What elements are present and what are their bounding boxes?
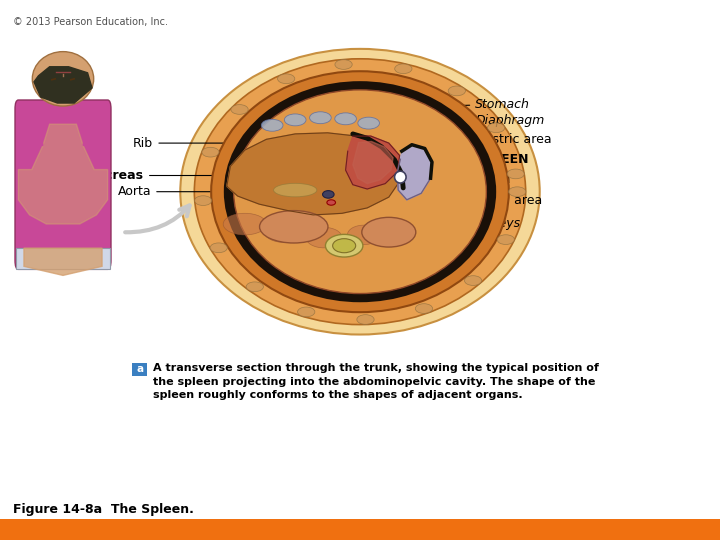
Ellipse shape	[325, 234, 363, 257]
FancyBboxPatch shape	[15, 100, 111, 269]
Ellipse shape	[362, 217, 416, 247]
Text: Liver: Liver	[220, 153, 274, 166]
Ellipse shape	[357, 315, 374, 325]
Text: © 2013 Pearson Education, Inc.: © 2013 Pearson Education, Inc.	[13, 17, 168, 26]
FancyArrowPatch shape	[125, 205, 189, 232]
Ellipse shape	[507, 169, 524, 179]
Ellipse shape	[395, 64, 412, 73]
Ellipse shape	[348, 225, 380, 245]
Ellipse shape	[487, 123, 505, 133]
Polygon shape	[83, 112, 102, 145]
Ellipse shape	[297, 307, 315, 317]
Text: Spleen: Spleen	[37, 242, 85, 255]
Ellipse shape	[261, 119, 283, 131]
Ellipse shape	[211, 71, 509, 312]
Ellipse shape	[233, 90, 487, 294]
FancyBboxPatch shape	[16, 248, 110, 269]
Ellipse shape	[335, 113, 356, 125]
Ellipse shape	[323, 191, 334, 198]
Text: SPLEEN: SPLEEN	[435, 153, 528, 167]
Ellipse shape	[277, 74, 294, 84]
Text: Stomach: Stomach	[381, 98, 530, 111]
Text: Renal area: Renal area	[402, 194, 542, 213]
Ellipse shape	[32, 52, 94, 106]
Ellipse shape	[194, 196, 212, 206]
Ellipse shape	[333, 239, 356, 253]
Ellipse shape	[306, 227, 342, 248]
Ellipse shape	[223, 213, 266, 235]
Ellipse shape	[508, 187, 526, 197]
Ellipse shape	[202, 147, 219, 157]
Ellipse shape	[327, 200, 336, 205]
Ellipse shape	[464, 276, 482, 286]
Ellipse shape	[335, 59, 352, 69]
Ellipse shape	[310, 112, 331, 124]
Text: Hilum: Hilum	[417, 173, 512, 186]
Ellipse shape	[358, 117, 379, 129]
Ellipse shape	[259, 211, 328, 243]
Text: Gastric area: Gastric area	[420, 133, 552, 149]
Text: Aorta: Aorta	[117, 185, 289, 198]
FancyBboxPatch shape	[48, 85, 78, 112]
Text: Rib: Rib	[133, 137, 231, 150]
Ellipse shape	[448, 86, 465, 96]
Polygon shape	[24, 112, 43, 145]
Ellipse shape	[224, 81, 496, 302]
Polygon shape	[24, 248, 102, 275]
Ellipse shape	[231, 105, 248, 114]
Ellipse shape	[194, 59, 526, 325]
Polygon shape	[227, 133, 402, 215]
Ellipse shape	[180, 49, 540, 334]
Text: Kidneys: Kidneys	[377, 217, 521, 237]
Text: Diaphragm: Diaphragm	[388, 114, 544, 127]
Polygon shape	[19, 124, 108, 224]
Ellipse shape	[265, 222, 305, 242]
Text: Figure 14-8a  The Spleen.: Figure 14-8a The Spleen.	[13, 503, 194, 516]
Bar	[0, 519, 720, 540]
Polygon shape	[346, 136, 400, 189]
Ellipse shape	[274, 183, 317, 197]
Polygon shape	[353, 141, 393, 184]
Text: a: a	[136, 364, 143, 374]
Ellipse shape	[395, 171, 406, 183]
Ellipse shape	[497, 235, 514, 245]
Ellipse shape	[210, 243, 228, 253]
Ellipse shape	[246, 282, 264, 292]
Polygon shape	[34, 67, 92, 103]
Text: A transverse section through the trunk, showing the typical position of
the sple: A transverse section through the trunk, …	[153, 363, 598, 400]
Text: Pancreas: Pancreas	[80, 169, 260, 182]
Ellipse shape	[415, 303, 433, 313]
FancyBboxPatch shape	[132, 363, 147, 376]
Ellipse shape	[284, 114, 306, 126]
Polygon shape	[397, 145, 432, 200]
